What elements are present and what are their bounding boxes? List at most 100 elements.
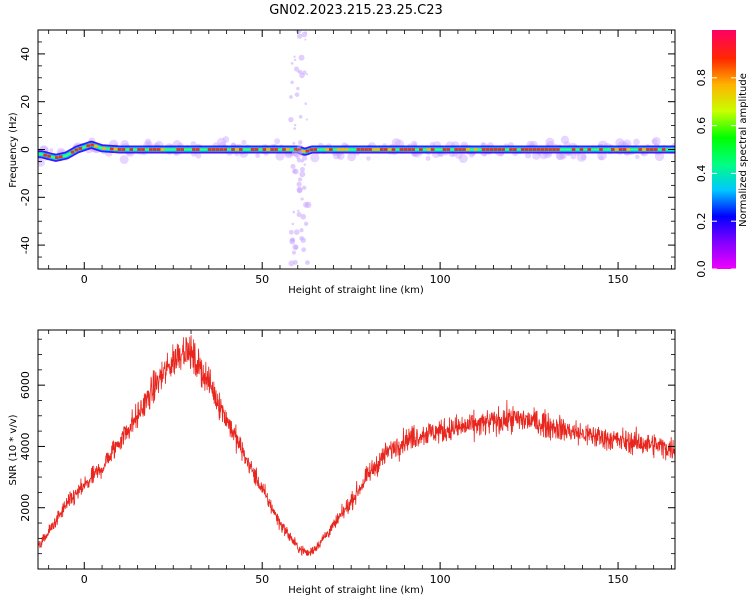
colorbar-tick-label: 0.4 [695,165,708,183]
spectrogram-core-cell [579,148,584,151]
colorbar: 0.0 0.2 0.4 0.6 0.8 Normalized spectral ampl… [695,30,749,278]
spectrogram-spike-cell [293,127,297,130]
spectrogram-core-cell [207,148,212,151]
spectrogram-core-cell [430,148,435,151]
spectrogram-core-cell [548,148,552,151]
spectrogram-core-cell [501,148,505,151]
spectrogram-core-cell [520,148,525,151]
spectrogram-y-tick-label: 0 [19,146,32,153]
spectrogram-halo-cell [275,151,285,161]
spectrogram-spike-cell [299,228,304,233]
spectrogram-core-cell [78,147,83,150]
spectrogram-halo-cell [310,153,320,163]
spectrogram-halo-cell [336,152,345,160]
spectrogram-halo-cell [560,135,570,144]
spectrogram-core-cell [399,148,404,151]
spectrogram-core-cell [313,148,318,151]
spectrogram-spike-cell [304,102,308,105]
spectrogram-core-cell [473,148,478,151]
spectrogram-core-cell [364,148,368,151]
spectrogram-halo-cell [222,136,230,143]
spectrogram-halo-cell [425,155,431,161]
spectrogram-halo-cell [455,151,463,160]
spectrogram-core-cell [329,148,333,151]
spectrogram-spike-cell [298,114,303,119]
spectrogram-spike-cell [303,221,309,227]
spectrogram-core-cell [403,148,408,151]
spectrogram-core-cell [58,155,63,159]
spectrogram-core-cell [86,144,90,148]
spectrogram-spike-cell [303,163,307,167]
spectrogram-halo-cell [38,158,45,167]
spectrogram-halo-cell [559,151,567,160]
spectrogram-core-cell [90,143,94,147]
spectrogram-core-cell [610,148,615,151]
spectrogram-halo-cell [119,154,129,165]
colorbar-tick-label: 0.2 [695,212,708,230]
spectrogram-halo-cell [391,138,401,147]
spectrogram-spike-cell [289,95,293,99]
snr-x-axis-label: Height of straight line (km) [288,585,424,596]
spectrogram-core-cell [270,148,274,151]
spectrogram-core-cell [442,148,447,151]
spectrogram-spike-cell [305,260,310,265]
spectrogram-core-cell [419,148,423,151]
spectrogram-spike-cell [295,30,302,34]
spectrogram-core-cell [356,148,361,151]
spectrogram-spike-cell [305,118,308,121]
spectrogram-core-cell [552,148,556,151]
spectrogram-halo-cell [633,138,640,146]
spectrogram-halo-cell [634,154,640,160]
spectrogram-core-cell [536,148,541,151]
spectrogram-core-cell [650,148,654,151]
spectrogram-panel: 0 50 100 150 -40 -20 0 20 40 Height of straight… [8,29,676,296]
spectrogram-halo-cell [651,136,661,146]
spectrogram-halo-cell [532,151,541,160]
spectrogram-core-cell [376,148,380,151]
spectrogram-halo-cell [576,151,587,162]
spectrogram-x-tick-label: 150 [608,273,629,286]
spectrogram-halo-cell [598,155,604,161]
spectrogram-core-cell [360,148,364,151]
spectrogram-spike-cell [297,144,302,149]
colorbar-gradient [712,30,736,269]
spectrogram-spike-cell [292,141,296,145]
spectrogram-core-cell [462,148,466,151]
spectrogram-core-cell [391,148,396,151]
spectrogram-spike-cell [290,62,294,65]
spectrogram-halo-cell [545,137,555,147]
snr-frame [37,329,676,570]
spectrogram-spike-cell [297,209,300,213]
spectrogram-core-cell [195,148,200,151]
spectrogram-spike-cell [292,259,298,265]
spectrogram-core-cell [642,148,646,151]
spectrogram-core-cell [618,148,623,151]
snr-x-ticks: 0 50 100 150 [48,330,672,586]
spectrogram-core-cell [368,148,372,151]
spectrogram-core-cell [180,148,184,151]
spectrogram-spike-cell [301,247,307,253]
spectrogram-core-cell [160,148,165,151]
spectrogram-halo-cell [651,138,658,145]
spectrogram-x-tick-label: 50 [255,273,269,286]
spectrogram-core-cell [646,148,650,151]
spectrogram-core-cell [309,148,314,152]
spectrogram-core-cell [446,148,451,151]
spectrogram-spike-cell [300,197,304,201]
spectrogram-core-cell [524,148,529,151]
spectrogram-halo-cell [556,152,564,160]
snr-panel: 0 50 100 150 2000 4000 6000 Height of straigh… [8,329,676,596]
spectrogram-spike-cell [297,70,300,73]
spectrogram-y-tick-label: 40 [19,47,32,61]
spectrogram-halo-cell [525,152,532,159]
spectrogram-core-cell [372,148,376,151]
spectrogram-spike-cell [292,169,297,174]
spectrogram-x-axis-label: Height of straight line (km) [288,285,424,296]
spectrogram-spike-cell [297,149,304,156]
spectrogram-spike-cell [293,66,300,72]
spectrogram-core-cell [571,148,576,151]
spectrogram-spike-cell [293,123,297,127]
spectrogram-core-cell [137,148,141,151]
spectrogram-spike-cell [293,229,300,235]
spectrogram-core-cell [121,148,126,151]
